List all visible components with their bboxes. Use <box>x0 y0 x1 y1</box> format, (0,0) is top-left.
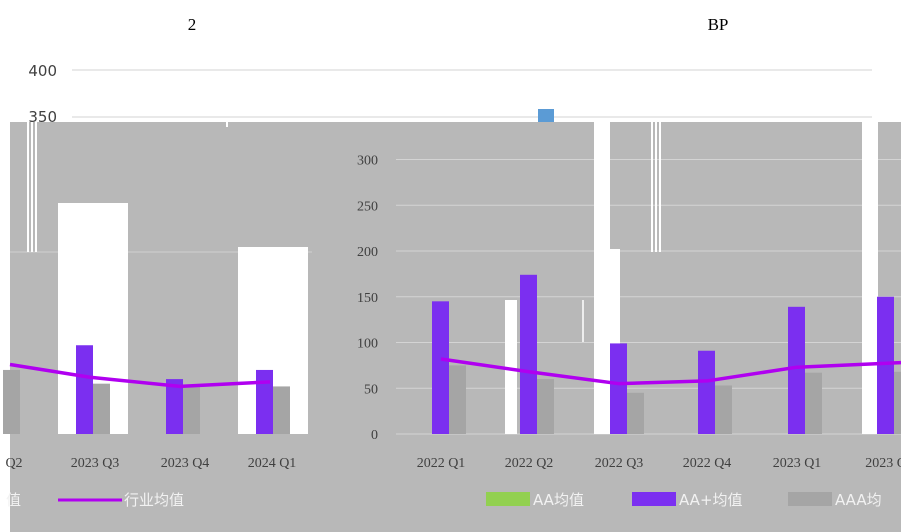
chart-title-left: 2 <box>188 15 197 34</box>
bar-aaa <box>805 372 822 434</box>
right-x-axis: 2022 Q1 2022 Q2 2022 Q3 2022 Q4 2023 Q1 2023 … <box>417 456 901 471</box>
x-tick-label: 2023 Q <box>865 456 901 471</box>
bar-aa-plus <box>432 301 449 434</box>
bar-aa-plus <box>520 274 537 434</box>
left-marks <box>3 345 290 434</box>
bar-aaa <box>449 365 466 434</box>
x-tick-label: 2024 Q1 <box>248 456 297 471</box>
white-strip <box>610 249 620 434</box>
line-industry <box>440 357 901 386</box>
bar-aa-plus <box>877 296 894 434</box>
x-tick-label: Q2 <box>5 456 22 471</box>
y-tick-label: 200 <box>357 245 378 260</box>
legend-label: AA+均值 <box>679 491 743 509</box>
legend-label: 行业均值 <box>124 491 184 509</box>
legend-label: AA均值 <box>533 491 584 509</box>
y-tick-label: 250 <box>357 199 378 214</box>
bar-aaa <box>183 386 200 434</box>
back-tick-label: 400 <box>28 62 57 80</box>
left-chart-panel: Q2 2023 Q3 2023 Q4 2024 Q1 值 行业均值 <box>3 122 338 532</box>
legend-label: 值 <box>6 491 21 509</box>
x-tick-label: 2022 Q2 <box>505 456 554 471</box>
left-x-axis: Q2 2023 Q3 2023 Q4 2024 Q1 <box>5 456 296 471</box>
background-chart: 400 350 <box>28 62 872 126</box>
bar-aaa <box>93 383 110 434</box>
legend-swatch-aa <box>486 492 530 506</box>
x-tick-label: 2023 Q3 <box>71 456 120 471</box>
x-tick-label: 2023 Q4 <box>161 456 210 471</box>
chart-title-right: BP <box>708 15 729 34</box>
white-strip <box>594 122 610 434</box>
x-tick-label: 2022 Q3 <box>595 456 644 471</box>
y-tick-label: 150 <box>357 291 378 306</box>
right-chart-panel: 0 50 100 150 200 250 300 2022 Q1 2022 Q2 2022 Q3… <box>338 122 901 532</box>
hatch-lines <box>651 122 661 252</box>
bar-aa-plus <box>610 343 627 434</box>
y-tick-label: 100 <box>357 337 378 352</box>
bar-aaa <box>627 392 644 434</box>
bar-aaa <box>537 379 554 434</box>
bar-aaa <box>894 371 901 434</box>
legend-swatch-aaa <box>788 492 832 506</box>
bar-aa-plus <box>166 379 183 434</box>
blue-marker <box>538 109 554 123</box>
legend-swatch-aa-plus <box>632 492 676 506</box>
x-tick-label: 2022 Q1 <box>417 456 466 471</box>
bar-aaa <box>3 369 20 434</box>
bar-aa-plus <box>698 350 715 434</box>
legend-label: AAA均 <box>835 491 882 509</box>
x-tick-label: 2022 Q4 <box>683 456 732 471</box>
bar-aaa <box>273 386 290 434</box>
line-industry <box>9 362 271 389</box>
right-y-axis: 0 50 100 150 200 250 300 <box>357 154 378 444</box>
back-tick-label: 350 <box>28 108 57 126</box>
x-tick-label: 2023 Q1 <box>773 456 822 471</box>
bar-aaa <box>715 385 732 434</box>
y-tick-label: 0 <box>371 428 378 443</box>
right-marks <box>432 274 901 434</box>
y-tick-label: 50 <box>364 382 378 397</box>
white-strip <box>862 122 878 434</box>
bar-aa-plus <box>76 345 93 434</box>
white-strip <box>505 300 517 434</box>
bar-aa-plus <box>256 369 273 434</box>
white-strip <box>246 253 256 434</box>
hatch-lines <box>27 122 228 252</box>
y-tick-label: 300 <box>357 154 378 169</box>
bar-aa-plus <box>788 306 805 434</box>
